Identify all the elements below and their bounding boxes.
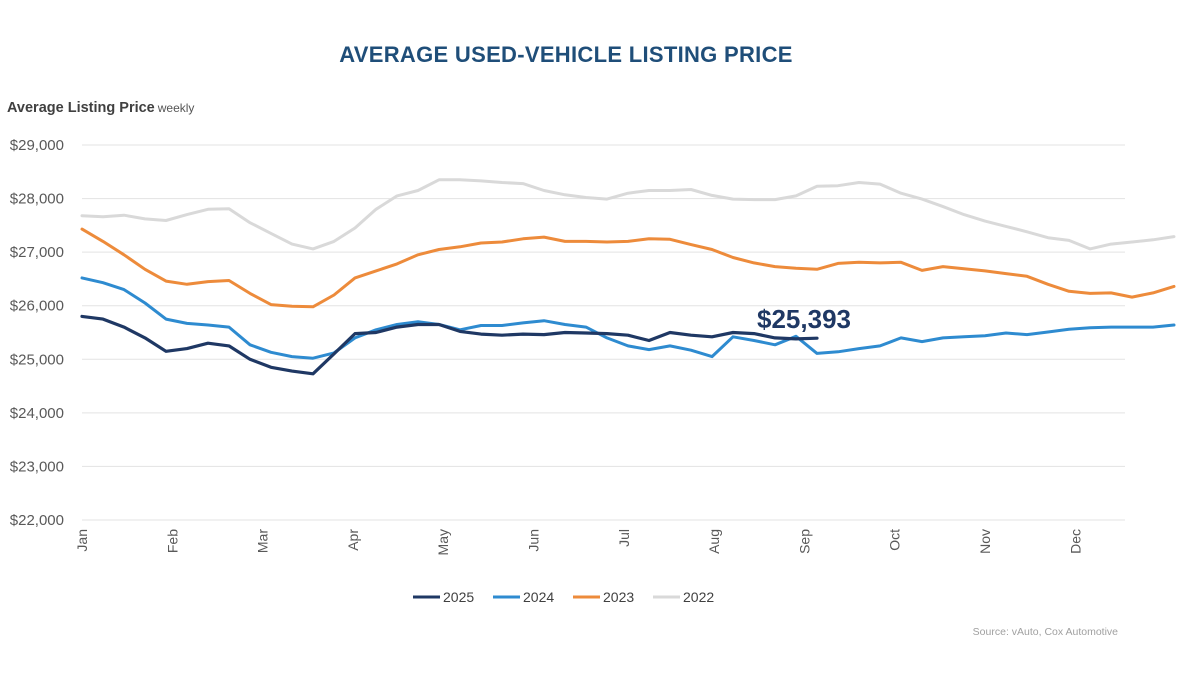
chart-title: AVERAGE USED-VEHICLE LISTING PRICE [339,42,793,67]
y-tick-label: $25,000 [10,351,64,368]
legend-label-2023: 2023 [603,589,634,605]
x-tick-label: Apr [345,529,361,551]
source-note: Source: vAuto, Cox Automotive [972,626,1118,638]
x-tick-label: Feb [164,529,180,553]
y-tick-label: $26,000 [10,298,64,315]
x-tick-label: Dec [1067,529,1083,554]
y-tick-label: $24,000 [10,405,64,422]
legend-label-2024: 2024 [523,589,554,605]
series-line-2022 [80,178,1176,251]
legend: 2025 2024 2023 2022 [413,589,714,605]
legend-label-2022: 2022 [683,589,714,605]
x-tick-label: Aug [706,529,722,554]
x-tick-label: Jun [526,529,542,552]
y-tick-label: $28,000 [10,191,64,208]
y-axis-title-frequency: weekly [157,101,195,115]
x-tick-label: Sep [796,529,812,554]
x-tick-label: Mar [255,529,271,553]
x-tick-label: Jul [616,529,632,547]
x-tick-label: May [435,529,451,555]
y-tick-label: $23,000 [10,458,64,475]
y-axis-ticks: $22,000 $23,000 $24,000 $25,000 $26,000 $27,0… [10,137,64,529]
y-tick-label: $27,000 [10,244,64,261]
y-axis-title: Average Listing Price weekly [7,100,194,116]
y-axis-title-main: Average Listing Price [7,100,155,116]
series-line-2023 [80,227,1176,309]
series-line-2025 [80,314,819,376]
x-tick-label: Jan [74,529,90,552]
y-tick-label: $22,000 [10,512,64,529]
y-tick-label: $29,000 [10,137,64,154]
series-lines [80,178,1176,376]
latest-value-callout: $25,393 [757,304,851,334]
legend-label-2025: 2025 [443,589,474,605]
x-axis-ticks: Jan Feb Mar Apr May Jun Jul Aug Sep Oct Nov Dec [74,529,1083,556]
series-line-2024 [80,276,1176,360]
x-tick-label: Oct [887,529,903,551]
x-tick-label: Nov [977,529,993,554]
